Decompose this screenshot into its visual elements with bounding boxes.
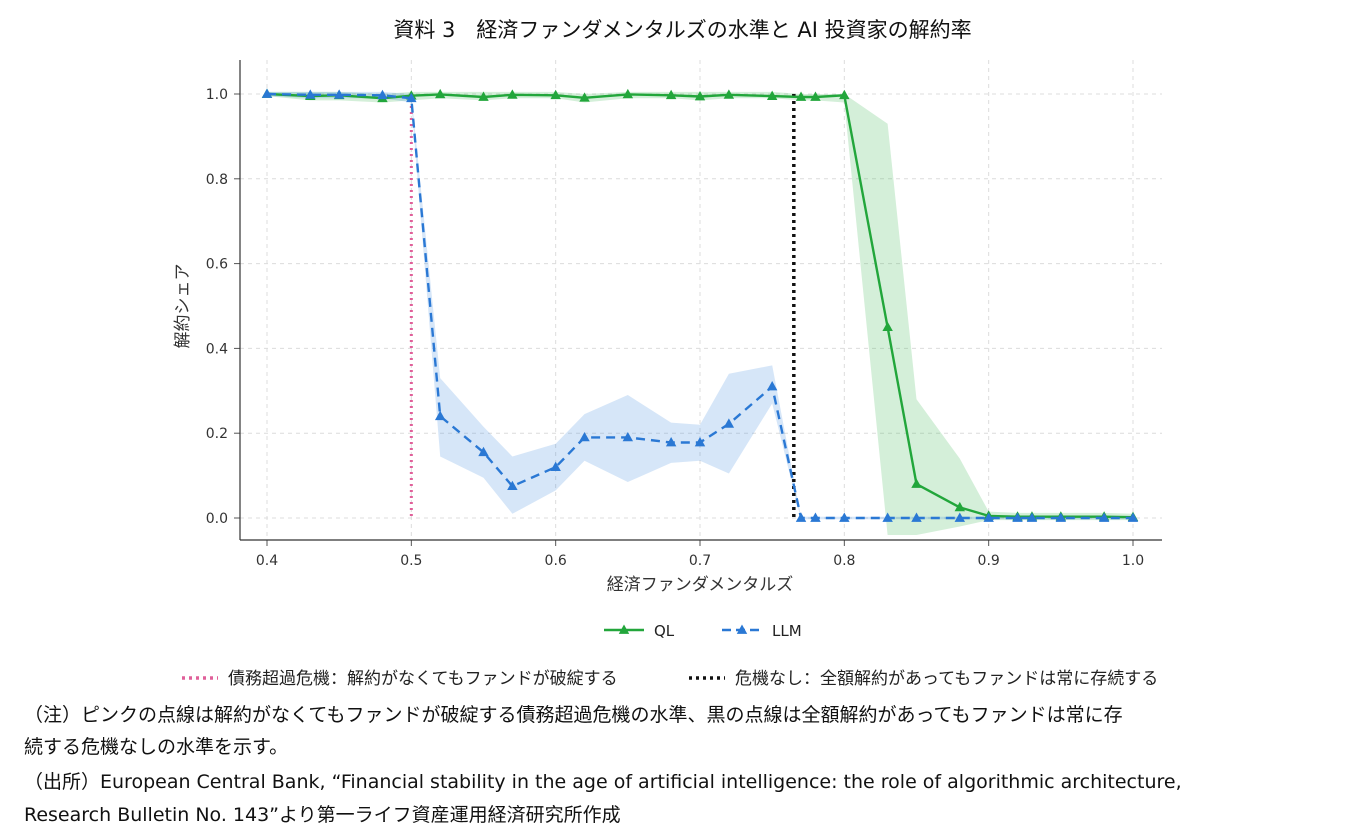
x-tick-label: 0.6 <box>545 553 567 569</box>
x-tick-label: 0.9 <box>978 553 1000 569</box>
y-tick-label: 0.4 <box>206 341 228 357</box>
point-llm <box>579 431 590 442</box>
y-tick-label: 1.0 <box>206 87 228 103</box>
point-llm <box>622 431 634 442</box>
point-ql <box>478 91 489 101</box>
point-llm <box>723 418 735 428</box>
point-ql <box>579 92 590 102</box>
point-ql <box>795 91 807 101</box>
point-llm <box>1026 512 1038 522</box>
point-llm <box>983 512 994 522</box>
x-tick-label: 0.5 <box>400 553 422 569</box>
note-line-2: 続する危機なしの水準を示す。 <box>24 736 289 758</box>
point-llm <box>478 446 489 457</box>
point-llm <box>305 89 316 99</box>
point-llm <box>507 480 518 491</box>
legend-label-ql: QL <box>654 622 675 640</box>
point-llm <box>839 512 850 522</box>
point-ql <box>723 89 735 99</box>
x-tick-label: 1.0 <box>1122 553 1144 569</box>
x-tick-label: 0.8 <box>833 553 855 569</box>
point-llm <box>810 512 821 522</box>
point-ql <box>665 89 677 100</box>
y-tick-label: 0.0 <box>206 511 228 527</box>
line-chart: 0.4 0.5 0.6 0.7 0.8 0.9 1.00.00.20.40.60.81.0 … <box>173 60 1162 689</box>
reference-lines <box>409 94 796 518</box>
legend-marker-llm <box>736 624 748 634</box>
point-llm <box>795 512 807 522</box>
point-llm <box>1127 512 1139 522</box>
point-ql <box>954 501 966 512</box>
point-ql <box>694 91 706 101</box>
note-line-1: （注）ピンクの点線は解約がなくてもファンドが破綻する債務超過危機の水準、黒の点線… <box>24 704 1123 726</box>
legend-label-reference-1: 債務超過危機：解約がなくてもファンドが破綻する <box>228 669 618 689</box>
point-llm <box>766 381 778 391</box>
y-tick-label: 0.2 <box>206 426 228 442</box>
point-ql <box>622 88 634 99</box>
source-line-1: （出所）European Central Bank, “Financial st… <box>24 771 1182 793</box>
point-llm <box>434 410 446 421</box>
chart-title: 資料 3 経済ファンダメンタルズの水準と AI 投資家の解約率 <box>393 18 972 42</box>
confidence-bands <box>267 91 1133 536</box>
point-llm <box>954 512 966 522</box>
y-tick-label: 0.6 <box>206 257 228 273</box>
x-tick-label: 0.4 <box>256 553 278 569</box>
point-llm <box>1012 512 1023 522</box>
point-llm <box>406 92 417 103</box>
point-llm <box>882 512 893 522</box>
source-line-2: Research Bulletin No. 143”より第一ライフ資産運用経済研… <box>24 804 621 826</box>
point-llm <box>911 512 922 522</box>
point-ql <box>911 478 922 488</box>
point-llm <box>1098 512 1110 522</box>
point-llm <box>550 461 561 471</box>
x-tick-label: 0.7 <box>689 553 711 569</box>
point-llm <box>665 437 677 447</box>
point-ql <box>507 89 518 99</box>
grid <box>234 60 1162 546</box>
legend-marker-ql <box>618 624 630 634</box>
band-ql <box>267 91 1133 536</box>
x-axis-label: 経済ファンダメンタルズ <box>607 575 794 595</box>
point-llm <box>1055 512 1067 522</box>
point-ql <box>766 90 778 100</box>
point-llm <box>377 89 388 100</box>
band-llm <box>267 91 1133 520</box>
point-ql <box>434 88 446 99</box>
legend: QL LLM 債務超過危機：解約がなくてもファンドが破綻する 危機なし：全額解約があっ… <box>182 622 1158 689</box>
legend-label-reference-2: 危機なし：全額解約があってもファンドは常に存続する <box>735 669 1158 689</box>
point-llm <box>261 88 273 98</box>
point-ql <box>839 89 850 100</box>
legend-label-llm: LLM <box>772 622 802 640</box>
y-axis-label: 解約シェア <box>173 264 193 349</box>
point-ql <box>810 91 821 101</box>
point-llm <box>694 437 706 447</box>
y-tick-label: 0.8 <box>206 172 228 188</box>
tick-labels: 0.4 0.5 0.6 0.7 0.8 0.9 1.0 0.0 0.2 0.4 0.6 0.8 1.0 <box>206 87 1144 569</box>
point-llm <box>333 89 345 99</box>
point-ql <box>550 89 561 100</box>
point-ql <box>882 321 893 332</box>
series-lines <box>261 88 1139 522</box>
axes <box>239 60 1162 541</box>
